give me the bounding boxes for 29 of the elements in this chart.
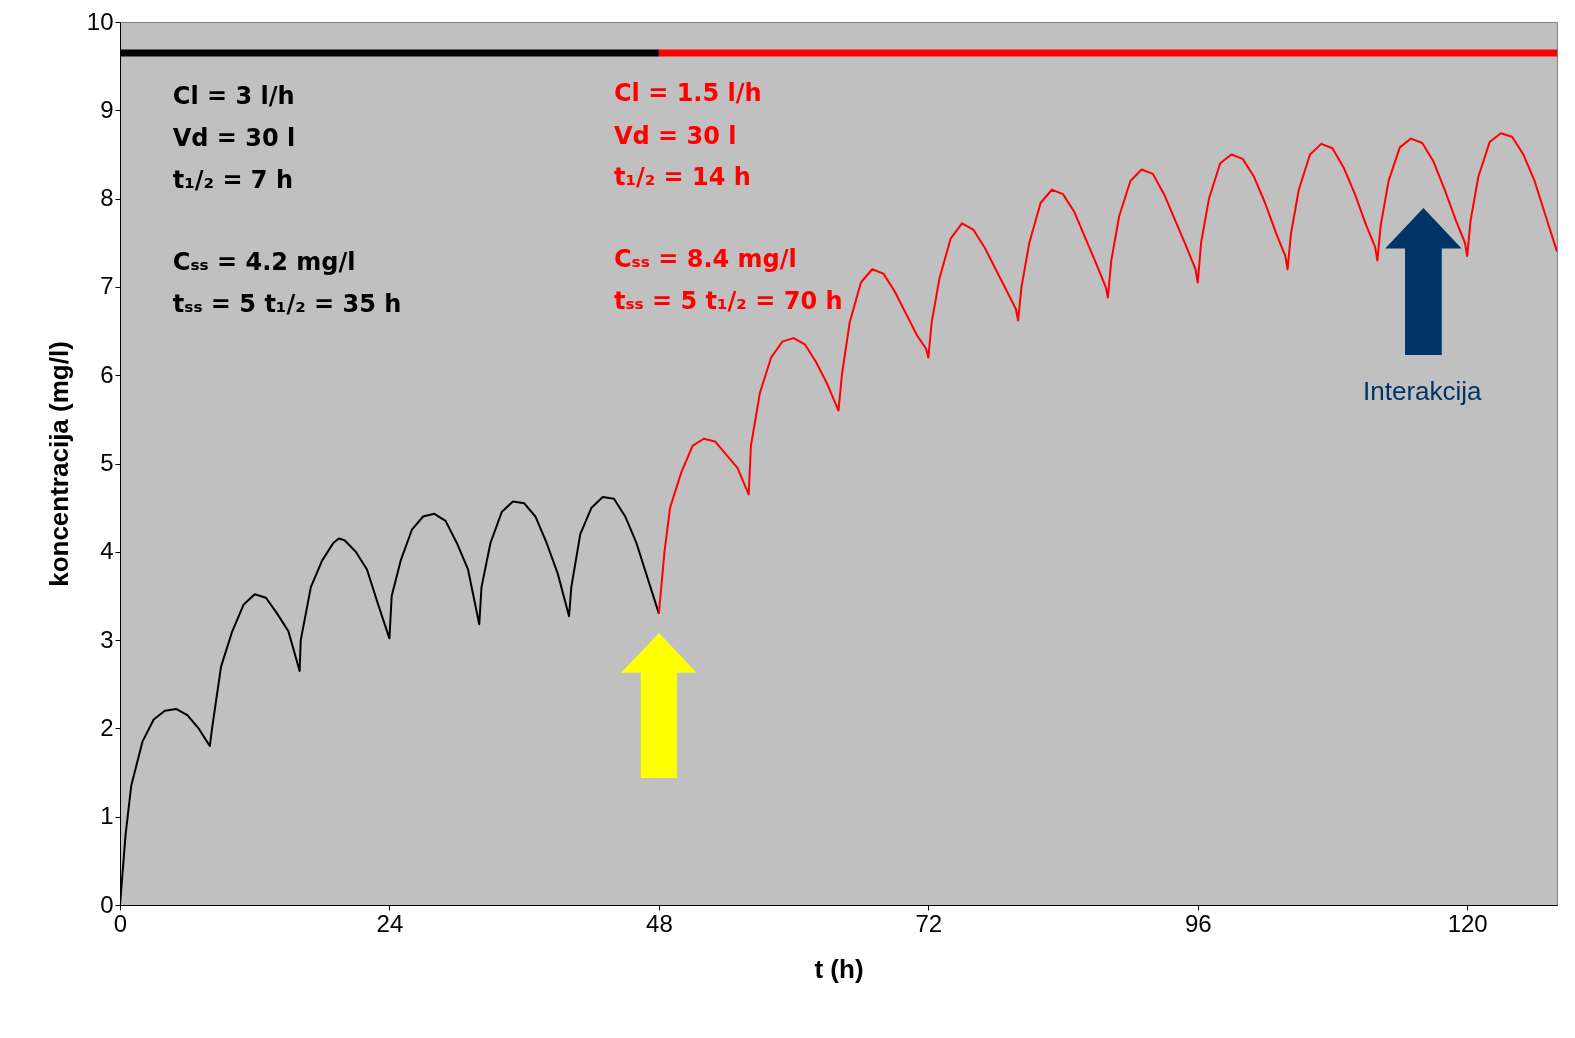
- y-tick-label: 6: [100, 360, 114, 388]
- annotation: tₛₛ = 5 t₁/₂ = 70 h: [613, 286, 843, 315]
- y-tick-label: 0: [100, 890, 114, 918]
- x-tick-label: 72: [915, 909, 943, 937]
- x-tick-label: 96: [1184, 909, 1212, 937]
- annotation: Vd = 30 l: [613, 121, 737, 150]
- annotation: tₛₛ = 5 t₁/₂ = 35 h: [172, 289, 402, 318]
- y-tick-label: 4: [100, 537, 114, 565]
- annotation: Cₛₛ = 8.4 mg/l: [613, 245, 797, 274]
- annotation: Cl = 3 l/h: [172, 82, 295, 111]
- x-tick-label: 120: [1447, 909, 1488, 937]
- annotation: Cₛₛ = 4.2 mg/l: [172, 248, 356, 277]
- x-axis-title: t (h): [814, 953, 864, 984]
- annotation: Interakcija: [1363, 375, 1483, 406]
- y-tick-label: 8: [100, 184, 114, 212]
- y-tick-label: 1: [100, 802, 114, 830]
- y-tick-label: 9: [100, 95, 114, 123]
- y-tick-label: 5: [100, 449, 114, 476]
- annotation: t₁/₂ = 7 h: [172, 165, 293, 194]
- annotation: Vd = 30 l: [172, 124, 296, 153]
- x-tick-label: 48: [646, 909, 673, 937]
- x-tick-label: 24: [376, 909, 404, 937]
- y-axis-title: koncentracija (mg/l): [43, 341, 74, 587]
- y-tick-label: 7: [100, 272, 114, 300]
- y-tick-label: 2: [100, 713, 114, 741]
- annotation: t₁/₂ = 14 h: [613, 163, 751, 192]
- annotation: Cl = 1.5 l/h: [613, 79, 762, 108]
- y-tick-label: 3: [100, 625, 114, 653]
- y-tick-label: 10: [86, 7, 114, 35]
